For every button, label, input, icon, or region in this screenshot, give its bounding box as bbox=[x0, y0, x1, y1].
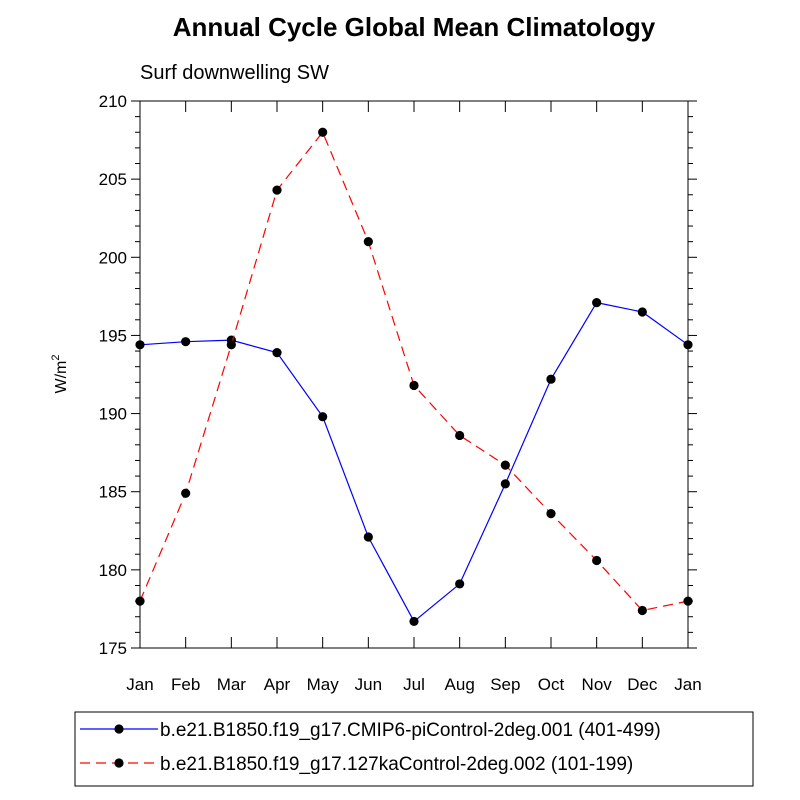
legend-box bbox=[74, 711, 754, 787]
x-tick-label: Apr bbox=[264, 675, 291, 694]
series-0-point bbox=[637, 307, 647, 317]
series-0-point bbox=[409, 616, 419, 627]
series-line-1 bbox=[139, 131, 689, 612]
series-1-point bbox=[363, 237, 373, 247]
y-tick-label: 200 bbox=[99, 248, 127, 267]
legend-marker-1 bbox=[114, 758, 124, 768]
y-tick-label: 175 bbox=[99, 639, 127, 658]
series-0-point bbox=[592, 298, 602, 308]
series-1-point bbox=[272, 185, 282, 195]
y-axis-label-superscript: 2 bbox=[50, 355, 62, 361]
y-tick-label: 195 bbox=[99, 326, 127, 345]
x-tick-label: Jan bbox=[674, 675, 701, 694]
x-tick-label: Nov bbox=[582, 675, 613, 694]
series-1-point bbox=[500, 460, 510, 470]
series-1-point bbox=[592, 555, 602, 566]
series-1-point bbox=[637, 605, 647, 616]
series-1-point bbox=[683, 596, 693, 606]
y-tick-label: 210 bbox=[99, 92, 127, 111]
x-tick-label: Jul bbox=[403, 675, 425, 694]
legend-label-1: b.e21.B1850.f19_g17.127kaControl-2deg.00… bbox=[160, 754, 633, 775]
x-tick-label: Oct bbox=[538, 675, 565, 694]
series-0-point bbox=[272, 348, 282, 358]
legend-marker-0 bbox=[114, 724, 124, 734]
series-1-point bbox=[226, 340, 236, 350]
series-0-point bbox=[181, 337, 191, 347]
series-1-point bbox=[546, 508, 556, 519]
series-1-point bbox=[135, 596, 145, 606]
y-axis-label-base: W/m bbox=[53, 361, 70, 394]
series-0-point bbox=[455, 579, 465, 589]
series-0-point bbox=[546, 374, 556, 384]
series-1-point bbox=[409, 380, 419, 391]
legend-label-0: b.e21.B1850.f19_g17.CMIP6-piControl-2deg… bbox=[160, 720, 661, 741]
x-tick-label: Jan bbox=[126, 675, 153, 694]
series-1-point bbox=[318, 127, 328, 137]
x-tick-label: Feb bbox=[171, 675, 200, 694]
series-0-point bbox=[683, 340, 693, 350]
chart-subtitle: Surf downwelling SW bbox=[140, 62, 329, 84]
series-1-point bbox=[455, 430, 465, 441]
x-tick-label: Dec bbox=[627, 675, 658, 694]
series-line-0 bbox=[139, 301, 689, 623]
series-0-point bbox=[500, 479, 510, 489]
legend: b.e21.B1850.f19_g17.CMIP6-piControl-2deg… bbox=[80, 720, 661, 775]
x-tick-label: Aug bbox=[445, 675, 475, 694]
series-0-point bbox=[363, 532, 373, 542]
series-0-point bbox=[135, 340, 145, 350]
series-0-point bbox=[318, 412, 328, 422]
x-tick-label: Jun bbox=[355, 675, 382, 694]
y-tick-label: 180 bbox=[99, 561, 127, 580]
x-tick-label: Mar bbox=[217, 675, 247, 694]
y-tick-label: 205 bbox=[99, 170, 127, 189]
y-axis-label: W/m2 bbox=[50, 355, 70, 394]
chart-title: Annual Cycle Global Mean Climatology bbox=[173, 12, 656, 42]
x-tick-label: Sep bbox=[490, 675, 520, 694]
series-1-point bbox=[181, 488, 191, 498]
series-layer bbox=[135, 127, 693, 627]
x-tick-label: May bbox=[307, 675, 340, 694]
y-tick-label: 190 bbox=[99, 405, 127, 424]
axis-ticks: Jan Feb Mar Apr May Jun Jul Aug Sep Oct Nov Dec Jan 1… bbox=[99, 92, 702, 694]
y-tick-label: 185 bbox=[99, 483, 127, 502]
